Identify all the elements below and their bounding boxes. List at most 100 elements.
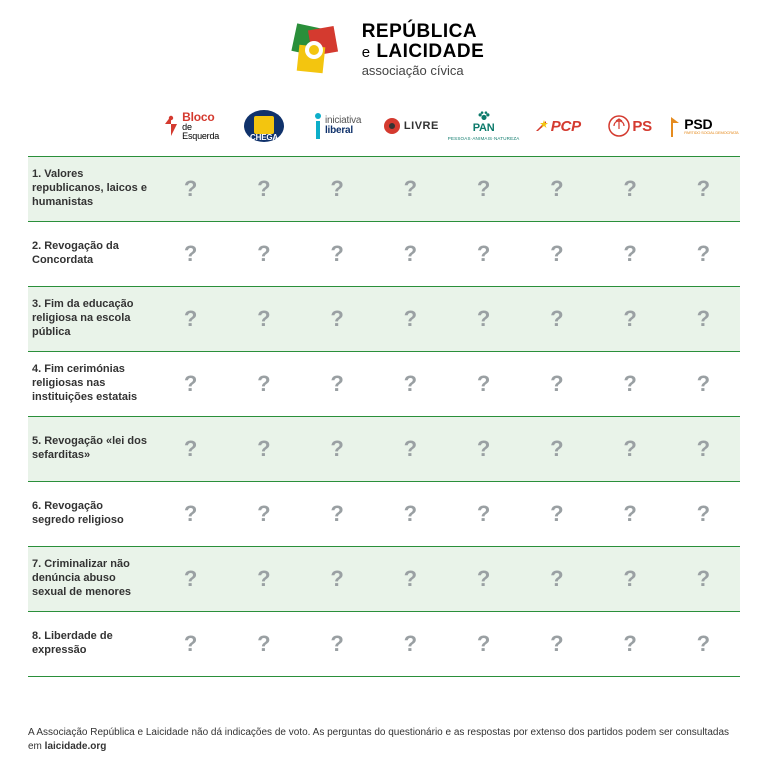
question-label: 3. Fim da educação religiosa na escola p… bbox=[28, 287, 154, 351]
answer-cell: ? bbox=[227, 157, 300, 221]
answer-cell: ? bbox=[667, 417, 740, 481]
svg-text:CHEGA: CHEGA bbox=[250, 133, 278, 142]
answer-cell: ? bbox=[154, 547, 227, 611]
header: REPÚBLICA e LAICIDADE associação cívica bbox=[28, 18, 740, 82]
answer-cell: ? bbox=[520, 352, 593, 416]
answer-cell: ? bbox=[154, 612, 227, 676]
answer-cell: ? bbox=[227, 287, 300, 351]
party-il: iniciativaliberal bbox=[301, 102, 374, 150]
answer-cell: ? bbox=[154, 482, 227, 546]
question-label: 2. Revogação da Concordata bbox=[28, 222, 154, 286]
table-row: 6. Revogação segredo religioso???????? bbox=[28, 482, 740, 547]
party-header-row: BlocodeEsquerda CHEGA iniciativaliberal … bbox=[28, 102, 740, 150]
answer-cell: ? bbox=[447, 482, 520, 546]
table-row: 4. Fim cerimónias religiosas nas institu… bbox=[28, 352, 740, 417]
answer-cell: ? bbox=[374, 287, 447, 351]
table-row: 8. Liberdade de expressão???????? bbox=[28, 612, 740, 677]
answer-cell: ? bbox=[227, 417, 300, 481]
footer-site: laicidade.org bbox=[45, 741, 107, 752]
answer-cell: ? bbox=[520, 287, 593, 351]
answer-cell: ? bbox=[374, 352, 447, 416]
answer-cell: ? bbox=[374, 482, 447, 546]
answer-cell: ? bbox=[520, 482, 593, 546]
question-label: 6. Revogação segredo religioso bbox=[28, 482, 154, 546]
answer-cell: ? bbox=[667, 222, 740, 286]
party-ps: PS bbox=[594, 102, 667, 150]
answer-cell: ? bbox=[227, 547, 300, 611]
table-row: 5. Revogação «lei dos sefarditas»???????… bbox=[28, 417, 740, 482]
answer-cell: ? bbox=[520, 417, 593, 481]
answer-cell: ? bbox=[447, 612, 520, 676]
answer-cell: ? bbox=[301, 417, 374, 481]
brand-line1: REPÚBLICA bbox=[362, 22, 485, 42]
question-label: 4. Fim cerimónias religiosas nas institu… bbox=[28, 352, 154, 416]
answer-cell: ? bbox=[594, 287, 667, 351]
answer-cell: ? bbox=[447, 547, 520, 611]
answer-cell: ? bbox=[520, 157, 593, 221]
answer-cell: ? bbox=[594, 222, 667, 286]
brand-line3: associação cívica bbox=[362, 64, 485, 78]
answer-cell: ? bbox=[667, 612, 740, 676]
questionnaire-table: 1. Valores republicanos, laicos e humani… bbox=[28, 156, 740, 716]
answer-cell: ? bbox=[154, 157, 227, 221]
answer-cell: ? bbox=[520, 222, 593, 286]
answer-cell: ? bbox=[301, 352, 374, 416]
answer-cell: ? bbox=[667, 352, 740, 416]
empty-corner bbox=[28, 102, 154, 150]
answer-cell: ? bbox=[227, 612, 300, 676]
answer-cell: ? bbox=[301, 222, 374, 286]
party-bloco: BlocodeEsquerda bbox=[154, 102, 227, 150]
answer-cell: ? bbox=[301, 612, 374, 676]
answer-cell: ? bbox=[447, 417, 520, 481]
answer-cell: ? bbox=[667, 482, 740, 546]
brand-text: REPÚBLICA e LAICIDADE associação cívica bbox=[362, 22, 485, 78]
answer-cell: ? bbox=[667, 287, 740, 351]
question-label: 5. Revogação «lei dos sefarditas» bbox=[28, 417, 154, 481]
answer-cell: ? bbox=[154, 352, 227, 416]
answer-cell: ? bbox=[301, 482, 374, 546]
answer-cell: ? bbox=[301, 287, 374, 351]
answer-cell: ? bbox=[374, 547, 447, 611]
answer-cell: ? bbox=[374, 157, 447, 221]
table-row: 1. Valores republicanos, laicos e humani… bbox=[28, 157, 740, 222]
brand-logo-icon bbox=[284, 18, 348, 82]
answer-cell: ? bbox=[447, 287, 520, 351]
answer-cell: ? bbox=[520, 612, 593, 676]
answer-cell: ? bbox=[374, 222, 447, 286]
answer-cell: ? bbox=[594, 417, 667, 481]
answer-cell: ? bbox=[594, 157, 667, 221]
answer-cell: ? bbox=[594, 482, 667, 546]
answer-cell: ? bbox=[594, 352, 667, 416]
answer-cell: ? bbox=[154, 222, 227, 286]
answer-cell: ? bbox=[447, 157, 520, 221]
answer-cell: ? bbox=[227, 482, 300, 546]
answer-cell: ? bbox=[667, 157, 740, 221]
question-label: 8. Liberdade de expressão bbox=[28, 612, 154, 676]
answer-cell: ? bbox=[520, 547, 593, 611]
answer-cell: ? bbox=[154, 417, 227, 481]
table-row: 2. Revogação da Concordata???????? bbox=[28, 222, 740, 287]
answer-cell: ? bbox=[594, 547, 667, 611]
answer-cell: ? bbox=[447, 222, 520, 286]
brand-line2: e LAICIDADE bbox=[362, 42, 485, 62]
party-pcp: PCP bbox=[520, 102, 593, 150]
table-row: 3. Fim da educação religiosa na escola p… bbox=[28, 287, 740, 352]
answer-cell: ? bbox=[374, 417, 447, 481]
question-label: 7. Criminalizar não denúncia abuso sexua… bbox=[28, 547, 154, 611]
answer-cell: ? bbox=[374, 612, 447, 676]
answer-cell: ? bbox=[667, 547, 740, 611]
answer-cell: ? bbox=[594, 612, 667, 676]
answer-cell: ? bbox=[227, 352, 300, 416]
answer-cell: ? bbox=[154, 287, 227, 351]
party-pan: PAN PESSOAS·ANIMAIS·NATUREZA bbox=[447, 102, 520, 150]
answer-cell: ? bbox=[447, 352, 520, 416]
answer-cell: ? bbox=[301, 157, 374, 221]
question-label: 1. Valores republicanos, laicos e humani… bbox=[28, 157, 154, 221]
footer-disclaimer: A Associação República e Laicidade não d… bbox=[28, 726, 740, 754]
answer-cell: ? bbox=[301, 547, 374, 611]
party-psd: PSDPARTIDO SOCIAL DEMOCRATA bbox=[667, 102, 740, 150]
party-livre: LIVRE bbox=[374, 102, 447, 150]
party-chega: CHEGA bbox=[227, 102, 300, 150]
table-row: 7. Criminalizar não denúncia abuso sexua… bbox=[28, 547, 740, 612]
answer-cell: ? bbox=[227, 222, 300, 286]
